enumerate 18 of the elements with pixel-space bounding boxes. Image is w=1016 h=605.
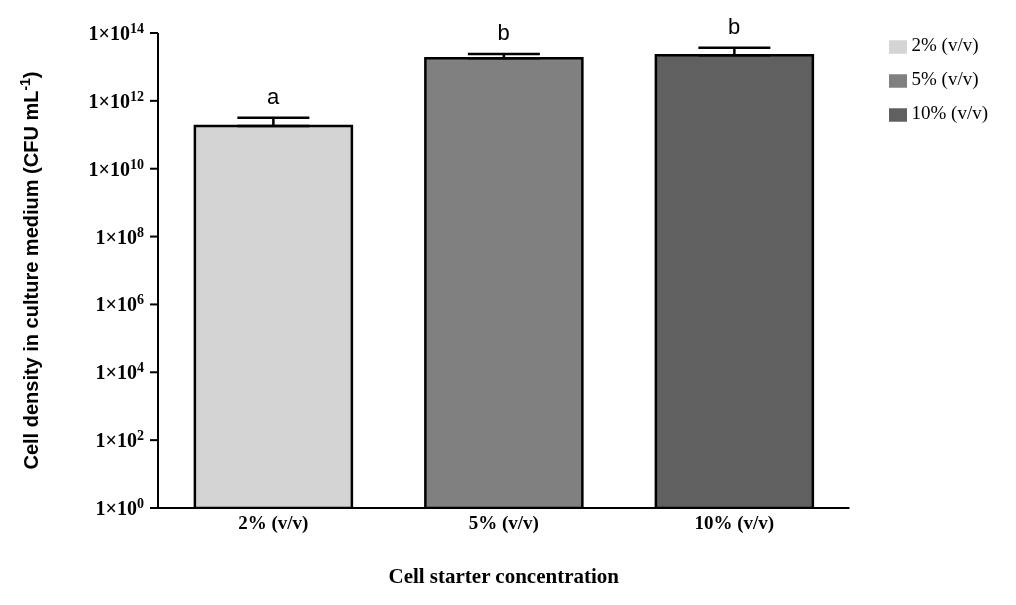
y-tick-label: 1×10$^{0}$ bbox=[95, 495, 144, 519]
y-tick-label: 1×10$^{4}$ bbox=[95, 359, 144, 384]
legend-label: 10% (v/v) bbox=[911, 102, 988, 123]
y-tick-label: 1×10$^{12}$ bbox=[88, 88, 144, 112]
annotation: b bbox=[728, 13, 741, 39]
x-tick-label: 2% (v/v) bbox=[238, 512, 309, 535]
x-tick-label: 10% (v/v) bbox=[694, 512, 775, 535]
x-tick-label: 5% (v/v) bbox=[468, 512, 539, 535]
annotation: b bbox=[497, 20, 510, 46]
annotation: a bbox=[267, 83, 281, 109]
legend-label: 5% (v/v) bbox=[911, 68, 979, 89]
y-tick-label: 1×10$^{2}$ bbox=[95, 427, 144, 452]
y-tick-label: 1×10$^{6}$ bbox=[95, 291, 144, 316]
x-axis-title: Cell starter concentration bbox=[388, 564, 620, 588]
y-tick-label: 1×10$^{8}$ bbox=[95, 224, 144, 248]
legend-label: 2% (v/v) bbox=[911, 34, 979, 55]
y-tick-label: 1×10$^{14}$ bbox=[88, 20, 144, 44]
y-tick-label: 1×10$^{10}$ bbox=[88, 156, 144, 180]
